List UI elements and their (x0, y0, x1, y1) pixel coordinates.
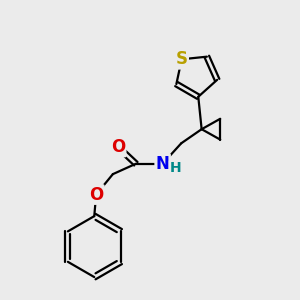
Text: H: H (170, 161, 182, 175)
Text: O: O (111, 138, 125, 156)
Text: S: S (176, 50, 188, 68)
Text: N: N (156, 155, 170, 173)
Text: O: O (89, 186, 103, 204)
